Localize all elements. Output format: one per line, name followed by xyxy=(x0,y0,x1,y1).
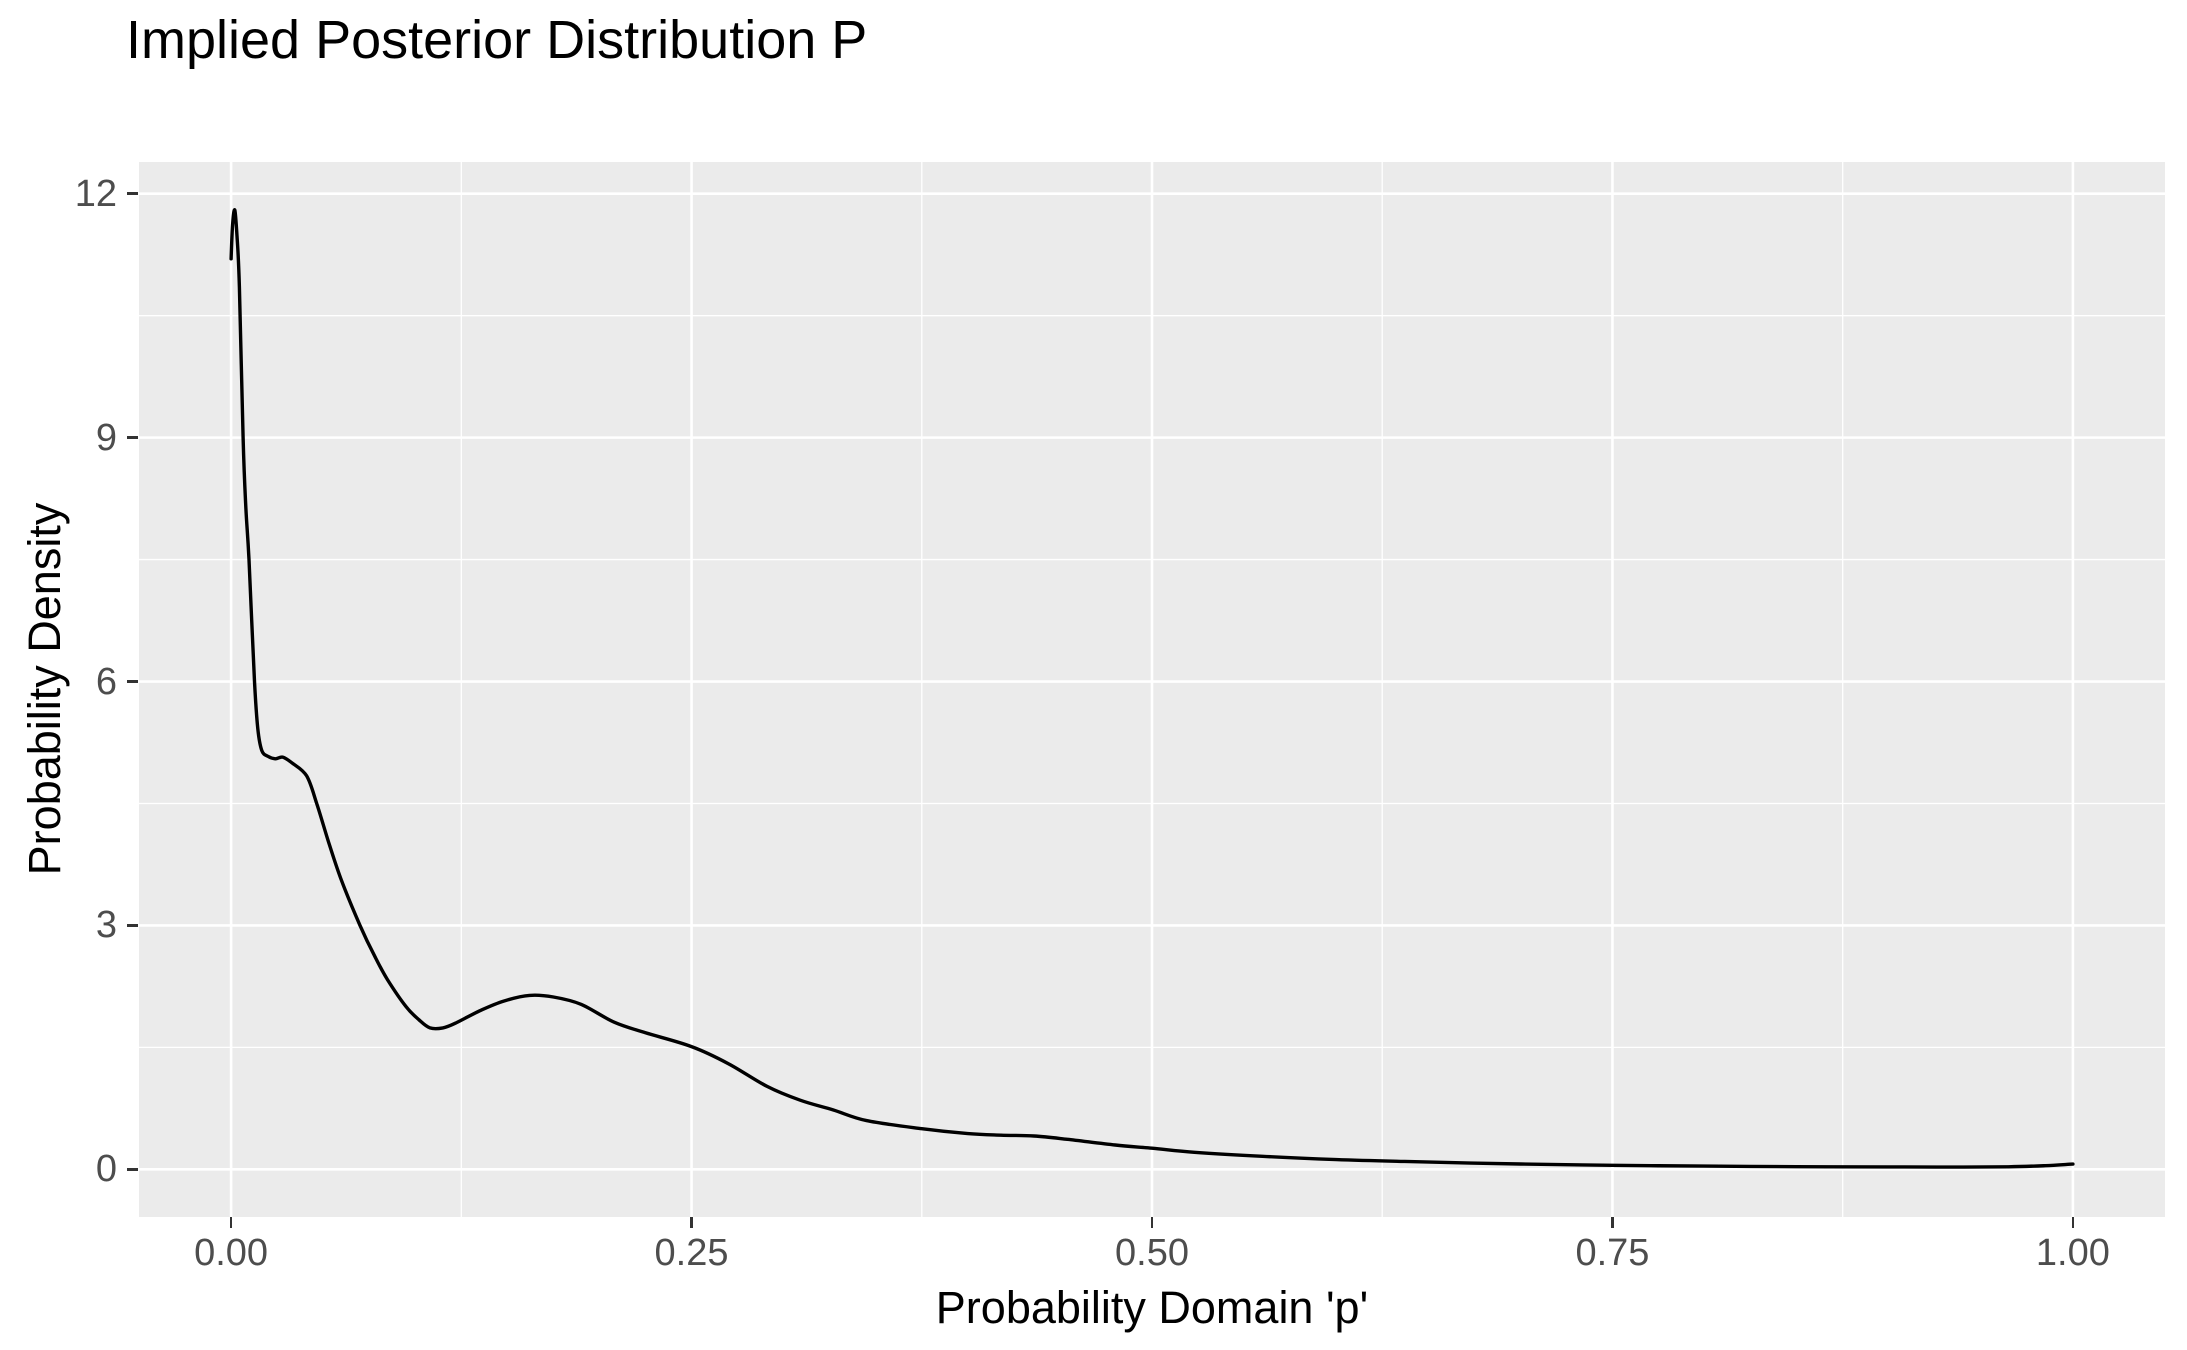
density-curve xyxy=(229,208,2075,1169)
plot-panel xyxy=(139,162,2165,1217)
x-tick-label: 0.50 xyxy=(1115,1232,1189,1274)
y-tick-label: 6 xyxy=(95,660,117,703)
y-tick-label: 9 xyxy=(95,416,117,459)
x-tick-label: 1.00 xyxy=(2035,1232,2110,1274)
plot-title: Implied Posterior Distribution P xyxy=(126,10,868,70)
y-tick-mark xyxy=(127,680,138,683)
x-tick-mark xyxy=(229,1217,233,1228)
y-tick-label: 3 xyxy=(95,904,117,947)
x-tick-mark xyxy=(2071,1217,2075,1228)
x-tick-label: 0.00 xyxy=(194,1232,269,1274)
x-axis-title: Probability Domain 'p' xyxy=(935,1282,1369,1333)
y-tick-mark xyxy=(127,436,138,439)
panel-canvas xyxy=(139,162,2165,1217)
x-tick-label: 0.25 xyxy=(654,1232,729,1274)
x-tick-mark xyxy=(1611,1217,1614,1228)
y-tick-label: 0 xyxy=(95,1148,117,1191)
y-tick-mark xyxy=(127,192,138,195)
x-tick-mark xyxy=(1150,1217,1154,1228)
y-tick-mark xyxy=(127,924,138,927)
y-tick-label: 12 xyxy=(74,172,117,215)
y-tick-mark xyxy=(127,1168,138,1171)
x-tick-mark xyxy=(690,1217,693,1228)
x-tick-label: 0.75 xyxy=(1575,1232,1650,1274)
